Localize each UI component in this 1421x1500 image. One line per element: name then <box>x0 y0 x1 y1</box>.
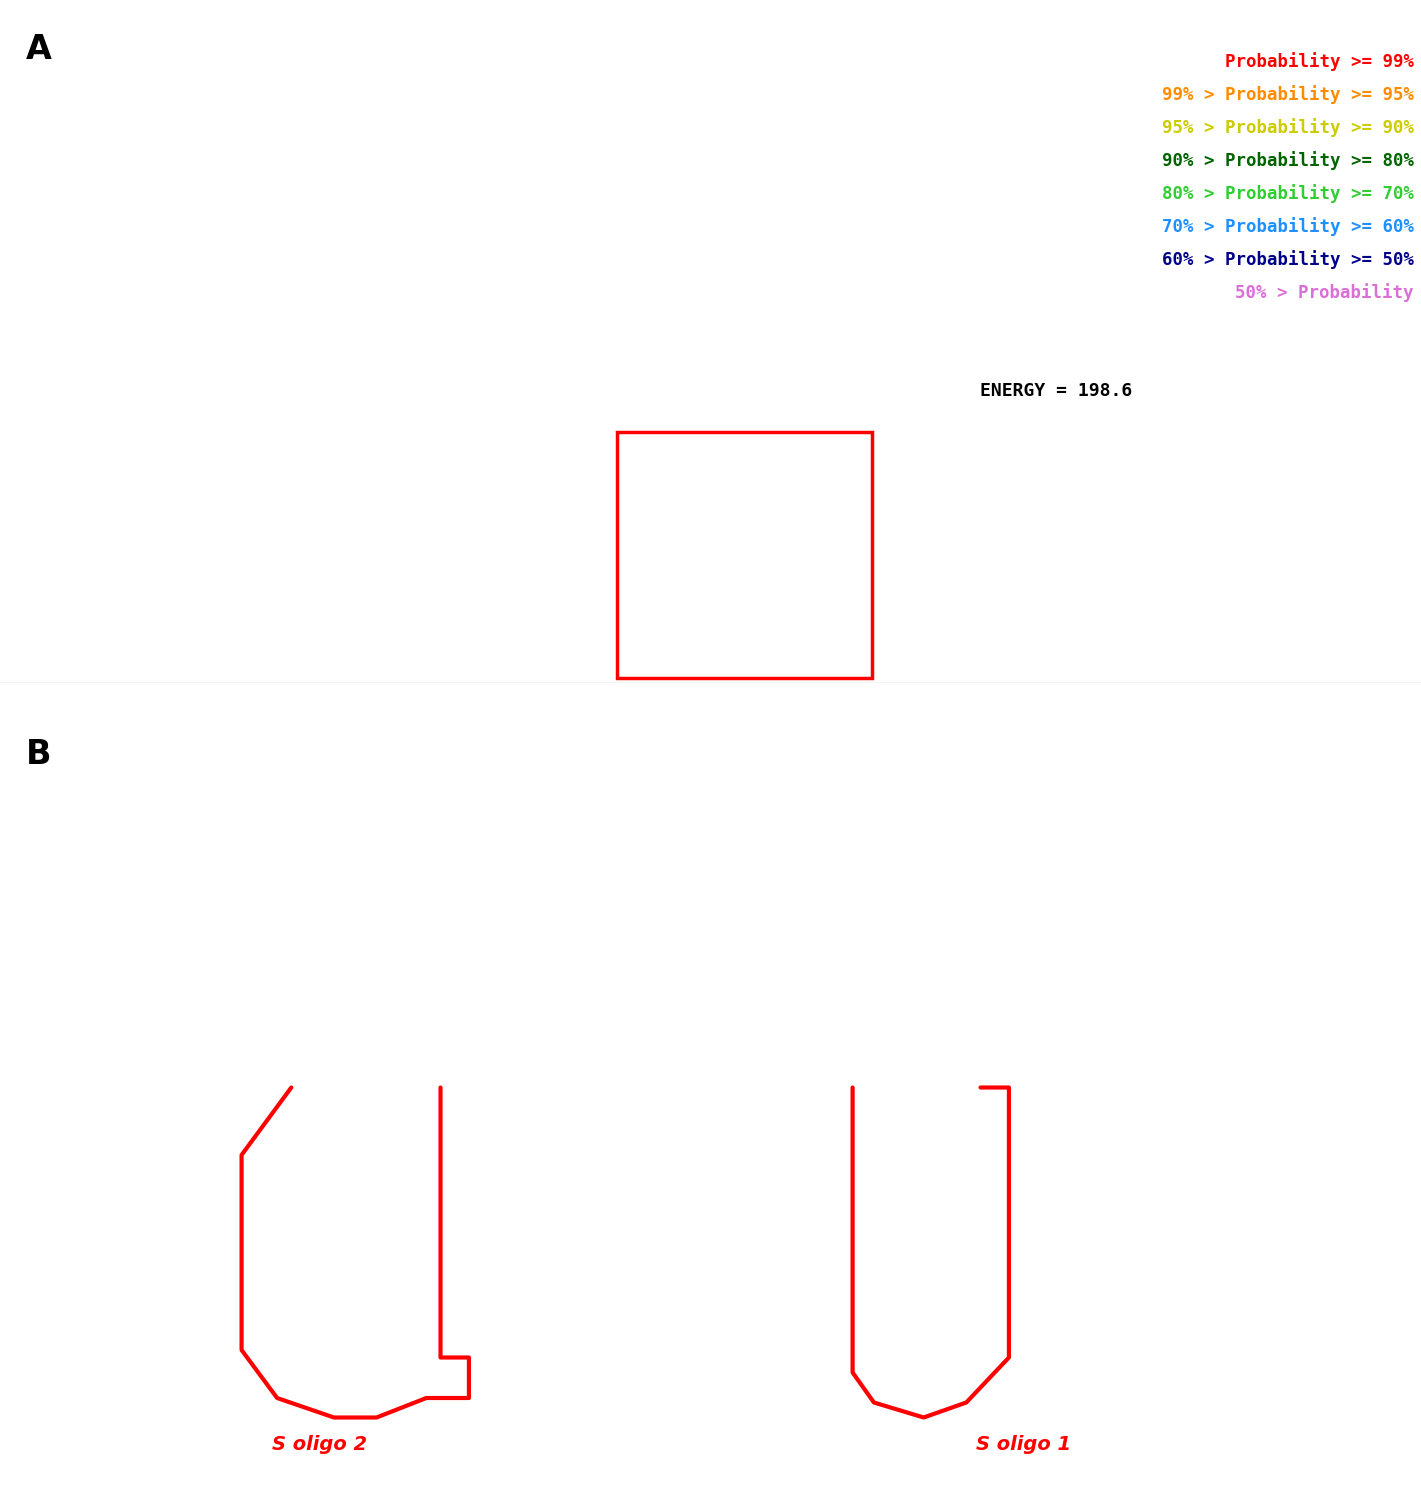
Text: A: A <box>26 33 51 66</box>
Text: 90% > Probability >= 80%: 90% > Probability >= 80% <box>1162 152 1414 171</box>
Bar <box>617 432 872 678</box>
Text: 95% > Probability >= 90%: 95% > Probability >= 90% <box>1162 118 1414 138</box>
Text: 99% > Probability >= 95%: 99% > Probability >= 95% <box>1162 86 1414 105</box>
Text: S oligo 1: S oligo 1 <box>976 1436 1070 1455</box>
Text: 70% > Probability >= 60%: 70% > Probability >= 60% <box>1162 217 1414 237</box>
Text: 80% > Probability >= 70%: 80% > Probability >= 70% <box>1162 184 1414 204</box>
Text: ENERGY = 198.6: ENERGY = 198.6 <box>980 382 1133 400</box>
Text: 60% > Probability >= 50%: 60% > Probability >= 50% <box>1162 251 1414 270</box>
Text: B: B <box>26 738 51 771</box>
Text: Probability >= 99%: Probability >= 99% <box>1225 53 1414 72</box>
Text: S oligo 2: S oligo 2 <box>273 1436 367 1455</box>
Text: 50% > Probability: 50% > Probability <box>1235 284 1414 303</box>
